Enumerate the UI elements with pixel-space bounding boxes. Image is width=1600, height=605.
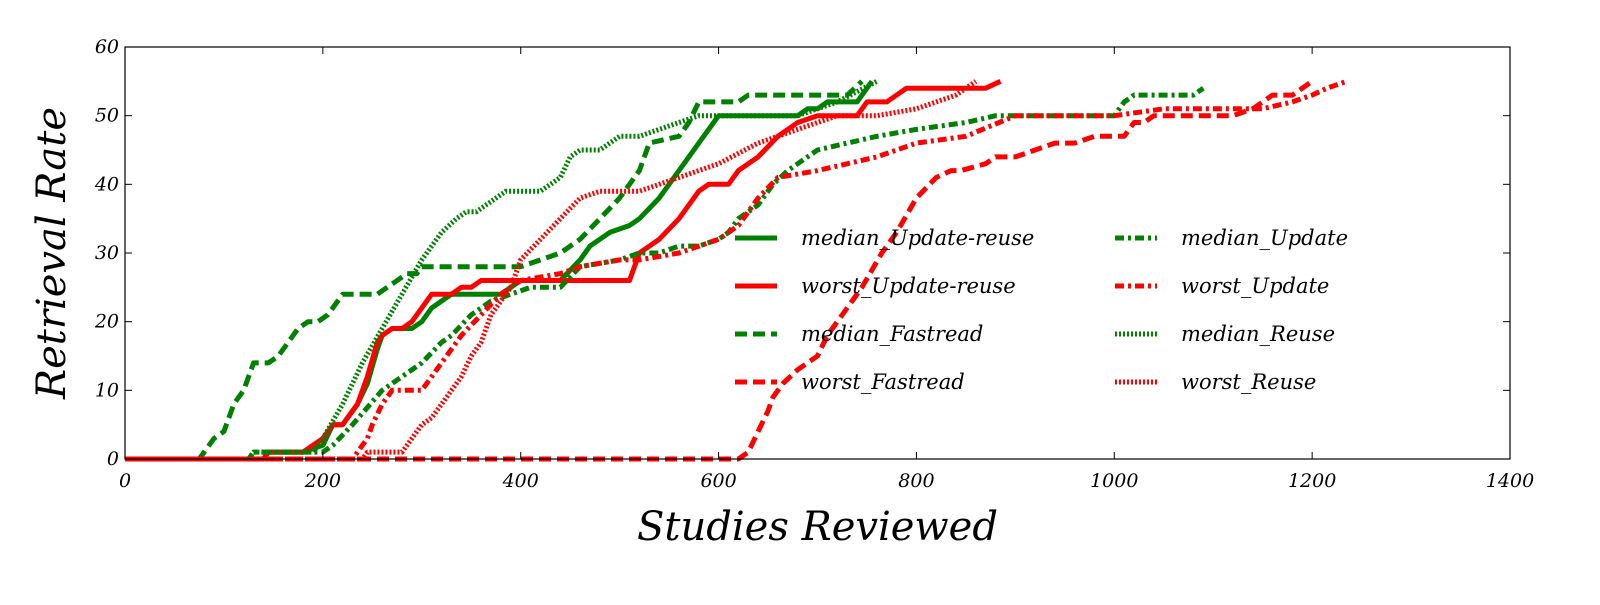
y-tick-label: 30 [95, 242, 119, 264]
y-tick-label: 0 [107, 448, 119, 470]
series-line-worst_Update-reuse [125, 79, 1002, 462]
y-tick-label: 50 [95, 105, 119, 127]
series-layer [125, 78, 1348, 462]
x-tick-label: 1000 [1090, 470, 1138, 492]
series-line-worst_Reuse [125, 79, 978, 462]
series-line-median_Fastread [125, 79, 864, 462]
x-tick-label: 400 [502, 470, 539, 492]
legend: median_Update-reuseworst_Update-reusemed… [735, 226, 1348, 394]
x-axis-title: Studies Reviewed [637, 504, 998, 550]
x-tick-label: 800 [898, 470, 934, 492]
y-axis-title: Retrieval Rate [29, 107, 75, 400]
series-line-worst_Update [125, 78, 1348, 462]
x-tick-label: 0 [119, 470, 131, 492]
x-tick-label: 1200 [1288, 470, 1336, 492]
series-line-median_Reuse [125, 79, 879, 462]
legend-label-median_Update: median_Update [1181, 226, 1348, 250]
y-tick-label: 10 [95, 379, 119, 401]
legend-label-worst_Update: worst_Update [1181, 274, 1329, 298]
axis-ticks: 0 200 400 600 800 1000 1200 1400 0 10 20 30 40 50 60 [94, 36, 1534, 492]
series-line-worst_Fastread [125, 79, 1314, 462]
legend-label-median_Reuse: median_Reuse [1181, 322, 1335, 346]
y-tick-label: 40 [94, 173, 119, 195]
legend-label-worst_Update-reuse: worst_Update-reuse [801, 274, 1016, 298]
y-tick-label: 60 [95, 36, 119, 58]
legend-label-worst_Fastread: worst_Fastread [801, 370, 965, 394]
x-tick-label: 1400 [1486, 470, 1534, 492]
legend-label-median_Fastread: median_Fastread [801, 322, 983, 346]
y-tick-label: 20 [94, 311, 119, 333]
legend-label-worst_Reuse: worst_Reuse [1181, 370, 1316, 394]
x-tick-label: 600 [700, 470, 736, 492]
series-line-median_Update [125, 86, 1205, 462]
legend-label-median_Update-reuse: median_Update-reuse [801, 226, 1034, 250]
x-tick-label: 200 [304, 470, 341, 492]
